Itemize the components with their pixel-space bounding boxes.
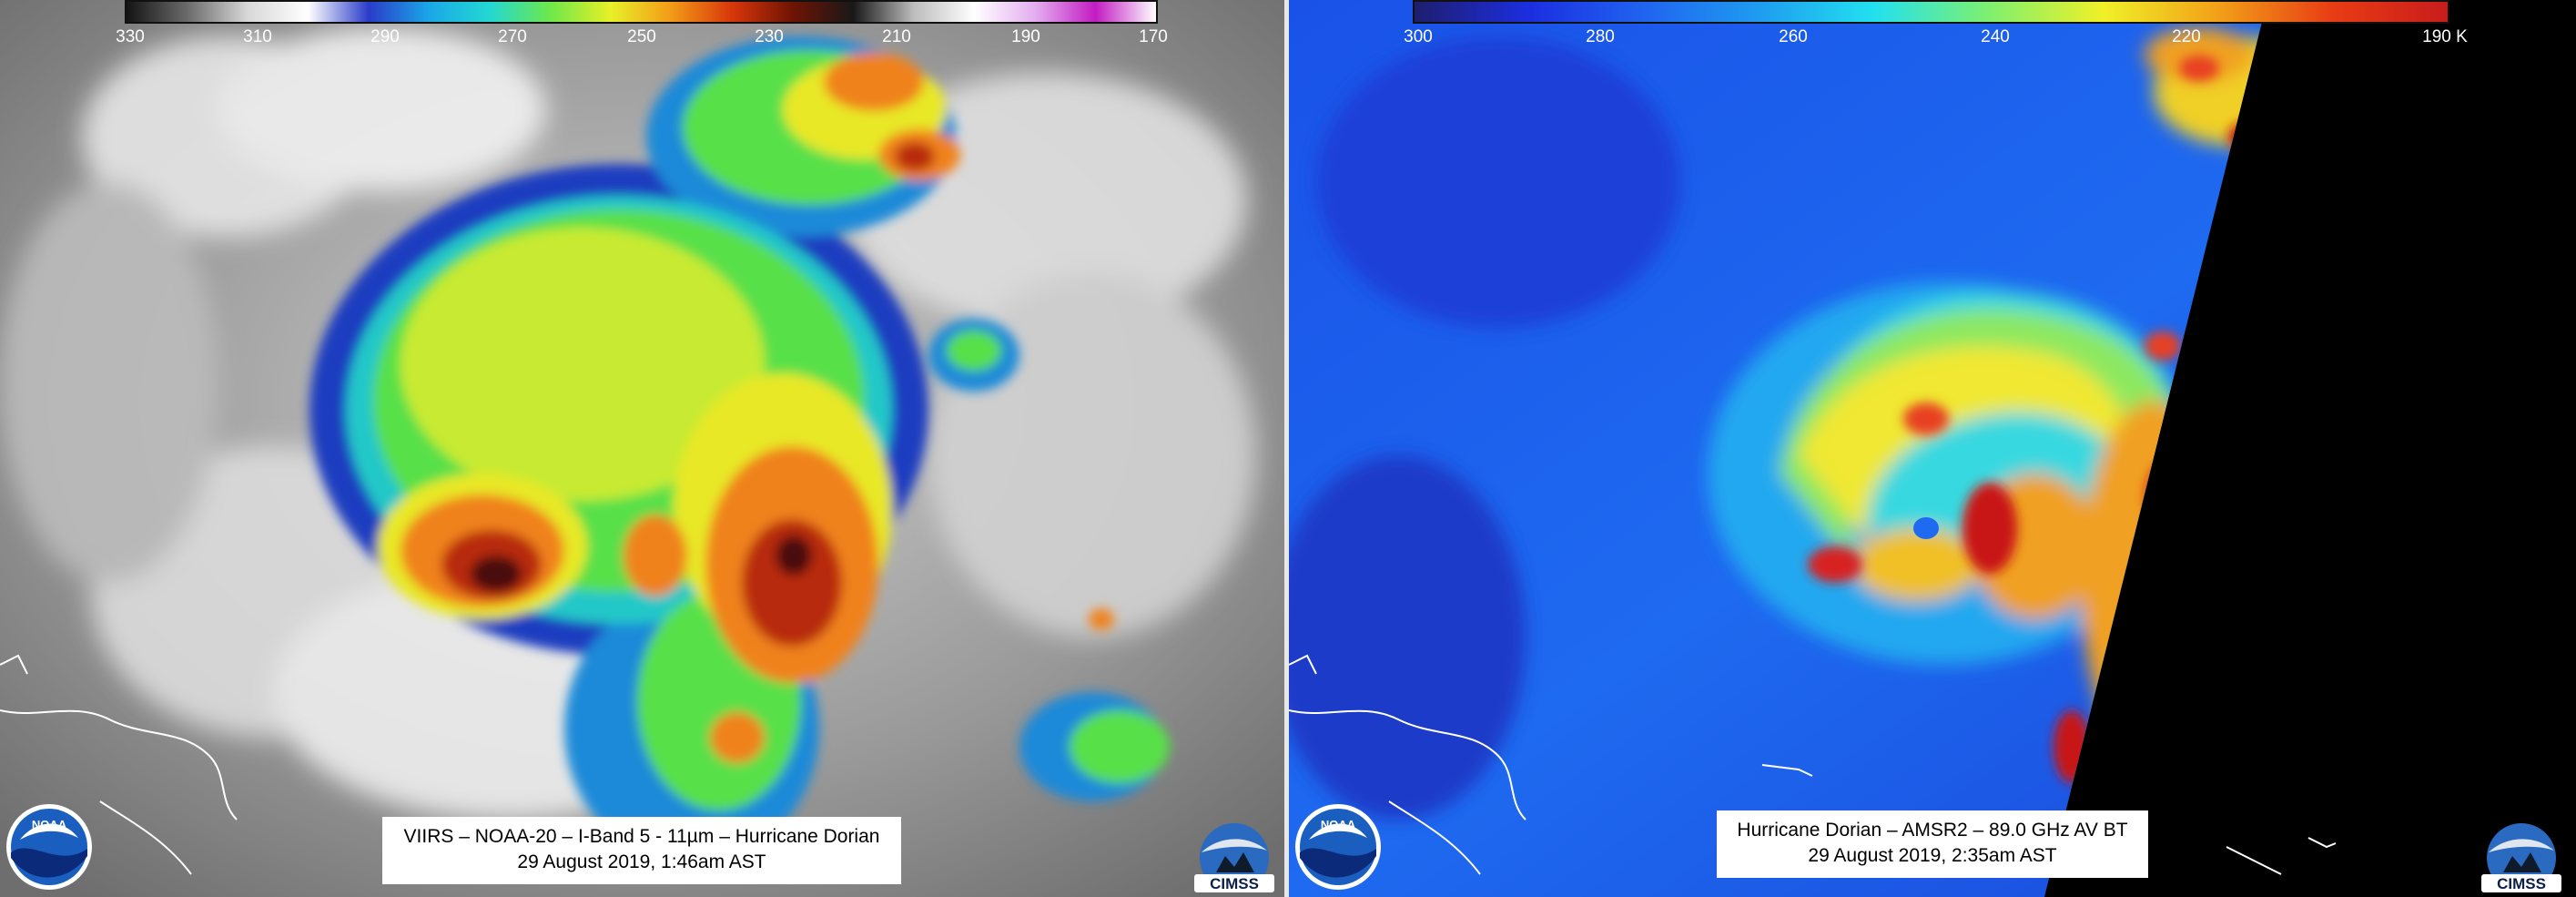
svg-text:NOAA: NOAA <box>32 818 67 831</box>
cimss-globe-icon: CIMSS <box>2481 823 2561 892</box>
amsr2-caption: Hurricane Dorian – AMSR2 – 89.0 GHz AV B… <box>1717 810 2148 878</box>
viirs-colorbar <box>125 0 1158 24</box>
amsr2-colorbar-ticks: 300 280 260 240 220 190 K <box>1404 27 2529 47</box>
cimss-logo: CIMSS <box>1189 820 1280 894</box>
caption-date: 29 August 2019, 1:46am AST <box>517 851 766 872</box>
colorbar-tick: 330 <box>116 27 145 46</box>
svg-text:CIMSS: CIMSS <box>2497 875 2546 892</box>
colorbar-tick: 220 <box>2172 27 2201 46</box>
caption-title: VIIRS – NOAA-20 – I-Band 5 - 11µm – Hurr… <box>403 826 880 847</box>
svg-text:CIMSS: CIMSS <box>1210 875 1259 892</box>
amsr2-colorbar <box>1413 0 2449 24</box>
cimss-logo: CIMSS <box>2476 820 2567 894</box>
colorbar-tick: 280 <box>1586 27 1615 46</box>
caption-date: 29 August 2019, 2:35am AST <box>1808 845 2057 866</box>
colorbar-tick: 290 <box>370 27 400 46</box>
colorbar-tick: 310 <box>243 27 272 46</box>
colorbar-tick: 230 <box>755 27 784 46</box>
viirs-colorbar-ticks: 330 310 290 270 250 230 210 190 170 <box>116 27 1168 47</box>
viirs-panel: 330 310 290 270 250 230 210 190 170 NOAA… <box>0 0 1284 897</box>
colorbar-tick: 190 K <box>2422 27 2468 46</box>
colorbar-tick: 210 <box>882 27 911 46</box>
colorbar-tick: 270 <box>498 27 527 46</box>
colorbar-tick: 250 <box>627 27 656 46</box>
colorbar-tick: 190 <box>1011 27 1040 46</box>
amsr2-microwave-image <box>1289 0 2576 897</box>
svg-text:NOAA: NOAA <box>1321 818 1356 831</box>
noaa-logo: NOAA <box>1293 801 1384 892</box>
panel-divider <box>1284 0 1289 897</box>
noaa-seal-icon: NOAA <box>1295 804 1381 890</box>
colorbar-tick: 300 <box>1404 27 1433 46</box>
viirs-caption: VIIRS – NOAA-20 – I-Band 5 - 11µm – Hurr… <box>382 817 901 884</box>
colorbar-tick: 260 <box>1779 27 1808 46</box>
colorbar-tick: 170 <box>1139 27 1168 46</box>
amsr2-panel: 300 280 260 240 220 190 K NOAA Hurricane… <box>1289 0 2576 897</box>
noaa-seal-icon: NOAA <box>6 804 92 890</box>
caption-title: Hurricane Dorian – AMSR2 – 89.0 GHz AV B… <box>1737 820 2128 841</box>
cimss-globe-icon: CIMSS <box>1194 823 1274 892</box>
viirs-ir-image <box>0 0 1284 897</box>
noaa-logo: NOAA <box>4 801 95 892</box>
colorbar-tick: 240 <box>1981 27 2010 46</box>
